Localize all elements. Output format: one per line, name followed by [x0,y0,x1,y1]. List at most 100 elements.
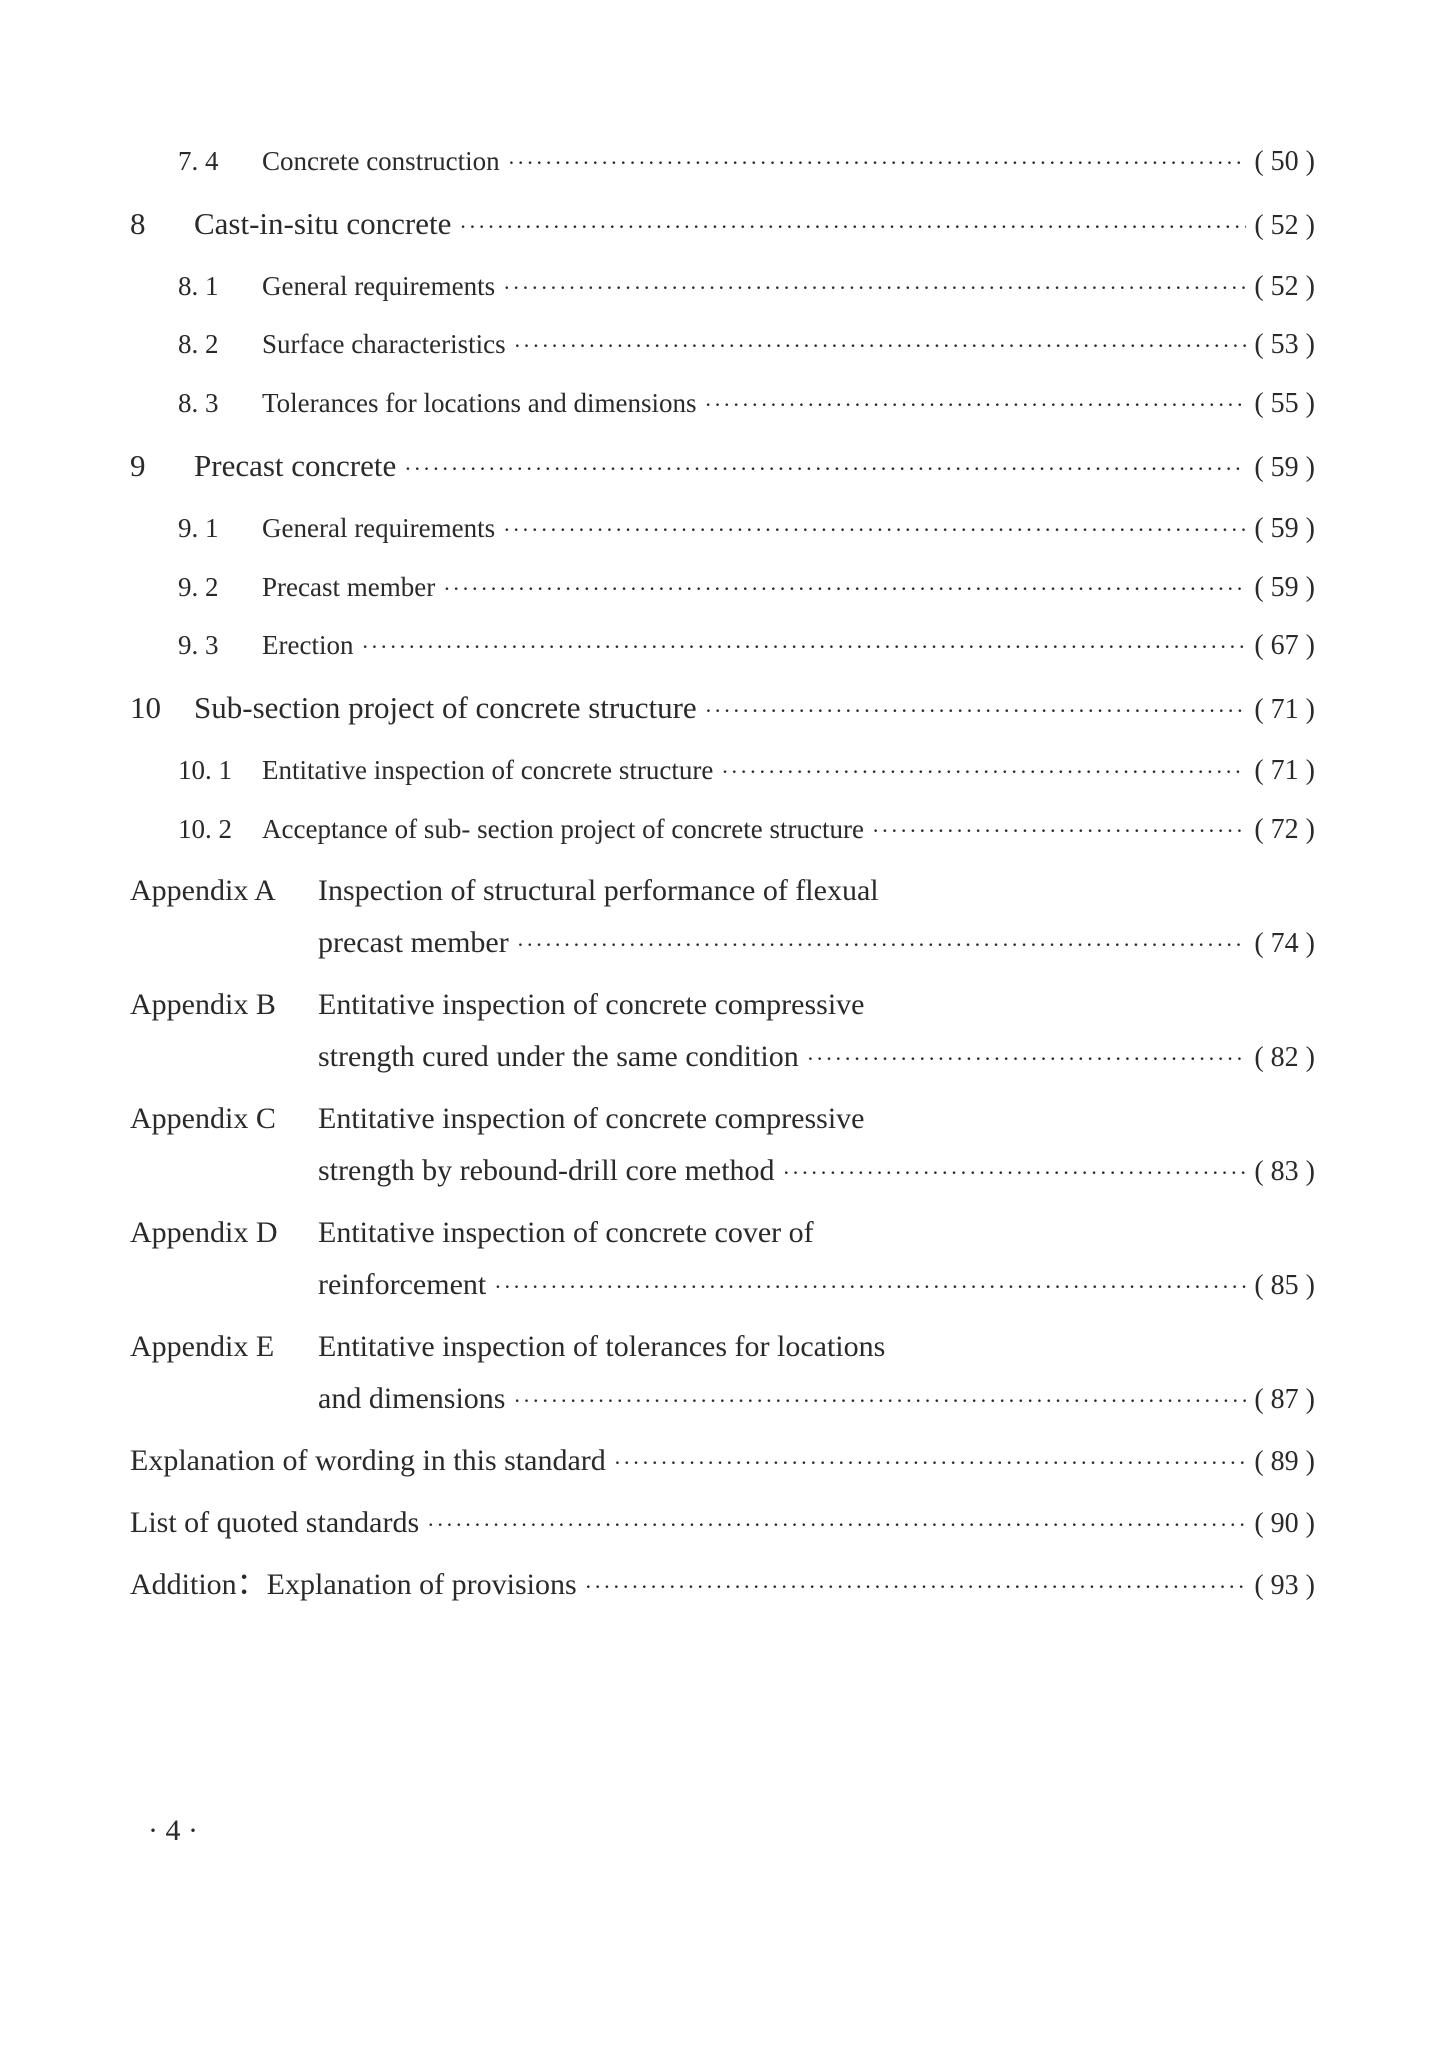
entry-title: Inspection of structural performance of … [318,867,879,915]
entry-title: General requirements [262,507,495,550]
entry-dots: ········································… [517,927,1247,962]
toc-entry-appendix: Appendix B Entitative inspection of concr… [130,981,1315,1029]
entry-title: Precast concrete [194,441,396,491]
entry-number: 9. 2 [178,566,238,609]
entry-title: Entitative inspection of concrete compre… [318,981,864,1029]
entry-page: 72 [1254,808,1315,853]
entry-continuation: reinforcement [318,1261,486,1309]
toc-entry: 9. 2 Precast member······················… [130,566,1315,611]
entry-dots: ········································… [514,328,1247,363]
entry-dots: ········································… [459,209,1246,244]
entry-page: 59 [1254,566,1315,611]
toc-entry-plain: Explanation of wording in this standard·… [130,1437,1315,1485]
entry-number: 9. 3 [178,624,238,667]
toc-entry-appendix: Appendix C Entitative inspection of concr… [130,1095,1315,1143]
entry-title: Tolerances for locations and dimensions [262,382,697,425]
entry-dots: ········································… [872,813,1246,848]
entry-number: 8. 2 [178,323,238,366]
toc-entry-appendix: Appendix E Entitative inspection of toler… [130,1323,1315,1371]
entry-appendix-label: Appendix B [130,981,300,1029]
entry-dots: ········································… [783,1155,1247,1190]
toc-entry-plain: List of quoted standards················… [130,1499,1315,1547]
toc-entry: 8 Cast-in-situ concrete··················… [130,199,1315,249]
entry-page: 67 [1254,624,1315,669]
entry-page: 90 [1254,1502,1315,1547]
entry-appendix-label: Appendix A [130,867,300,915]
toc-entry: 10Sub-section project of concrete struct… [130,683,1315,733]
entry-dots: ········································… [361,629,1246,664]
toc-entry: 8. 1 General requirements················… [130,265,1315,310]
table-of-contents: 7. 4 Concrete construction ···············… [130,140,1315,1609]
entry-title: Concrete construction [262,140,500,183]
toc-entry-appendix-continuation: precast member··························… [130,919,1315,967]
entry-title: Addition：Explanation of provisions [130,1561,577,1609]
entry-number: 10 [130,683,170,733]
entry-dots: ········································… [705,387,1247,422]
entry-dots: ········································… [705,693,1247,728]
entry-page: 85 [1254,1264,1315,1309]
entry-continuation: strength cured under the same condition [318,1033,799,1081]
entry-page: 74 [1254,922,1315,967]
entry-page: 59 [1254,507,1315,552]
entry-title: Precast member [262,566,435,609]
toc-entry: 9. 3 Erection····························… [130,624,1315,669]
entry-dots: ········································… [807,1041,1247,1076]
toc-entry-appendix-continuation: reinforcement···························… [130,1261,1315,1309]
entry-continuation: precast member [318,919,509,967]
entry-title: List of quoted standards [130,1499,419,1547]
entry-title: Entitative inspection of concrete compre… [318,1095,864,1143]
entry-title: Erection [262,624,353,667]
toc-entry: 9 Precast concrete·······················… [130,441,1315,491]
toc-entry-appendix-continuation: strength by rebound-drill core method···… [130,1147,1315,1195]
entry-page: 82 [1254,1036,1315,1081]
entry-page: 59 [1254,446,1315,491]
entry-dots: ········································… [585,1569,1247,1604]
toc-entry-appendix: Appendix A Inspection of structural perfo… [130,867,1315,915]
toc-entry: 10. 2 Acceptance of sub- section project … [130,808,1315,853]
toc-entry: 7. 4Concrete construction···············… [130,140,1315,185]
entry-dots: ········································… [721,754,1246,789]
entry-dots: ········································… [514,1383,1247,1418]
entry-page: 87 [1254,1378,1315,1423]
entry-dots: ········································… [503,512,1246,547]
entry-number: 8 [130,199,170,249]
toc-entry-plain: Addition：Explanation of provisions······… [130,1561,1315,1609]
entry-dots: ········································… [503,270,1246,305]
entry-title: General requirements [262,265,495,308]
entry-title: Entitative inspection of concrete cover … [318,1209,814,1257]
entry-page: 55 [1254,382,1315,427]
entry-dots: ········································… [614,1445,1247,1480]
entry-page: 89 [1254,1440,1315,1485]
entry-title: Cast-in-situ concrete [194,199,451,249]
entry-page: 93 [1254,1564,1315,1609]
entry-dots: ········································… [404,451,1246,486]
entry-dots: ········································… [443,571,1246,606]
entry-continuation: strength by rebound-drill core method [318,1147,775,1195]
toc-entry-appendix-continuation: strength cured under the same condition·… [130,1033,1315,1081]
entry-page: 52 [1254,265,1315,310]
entry-number: 10. 2 [178,808,238,851]
entry-title: Explanation of wording in this standard [130,1437,606,1485]
entry-number: 7. 4 [178,140,238,183]
entry-title: Entitative inspection of tolerances for … [318,1323,885,1371]
page-number: 4 [148,1814,198,1848]
entry-dots: ········································… [494,1269,1246,1304]
entry-number: 8. 1 [178,265,238,308]
toc-entry: 8. 3Tolerances for locations and dimensi… [130,382,1315,427]
entry-appendix-label: Appendix C [130,1095,300,1143]
entry-page: 83 [1254,1150,1315,1195]
toc-entry-appendix-continuation: and dimensions··························… [130,1375,1315,1423]
toc-entry-appendix: Appendix D Entitative inspection of concr… [130,1209,1315,1257]
entry-title: Entitative inspection of concrete struct… [262,749,713,792]
entry-title: Acceptance of sub- section project of co… [262,808,864,851]
entry-page: 52 [1254,204,1315,249]
entry-number: 10. 1 [178,749,238,792]
entry-continuation: and dimensions [318,1375,506,1423]
entry-number: 9 [130,441,170,491]
entry-appendix-label: Appendix D [130,1209,300,1257]
toc-entry: 9. 1General requirements················… [130,507,1315,552]
entry-appendix-label: Appendix E [130,1323,300,1371]
toc-entry: 10. 1 Entitative inspection of concrete s… [130,749,1315,794]
entry-dots: ········································… [427,1507,1246,1542]
entry-page: 53 [1254,323,1315,368]
